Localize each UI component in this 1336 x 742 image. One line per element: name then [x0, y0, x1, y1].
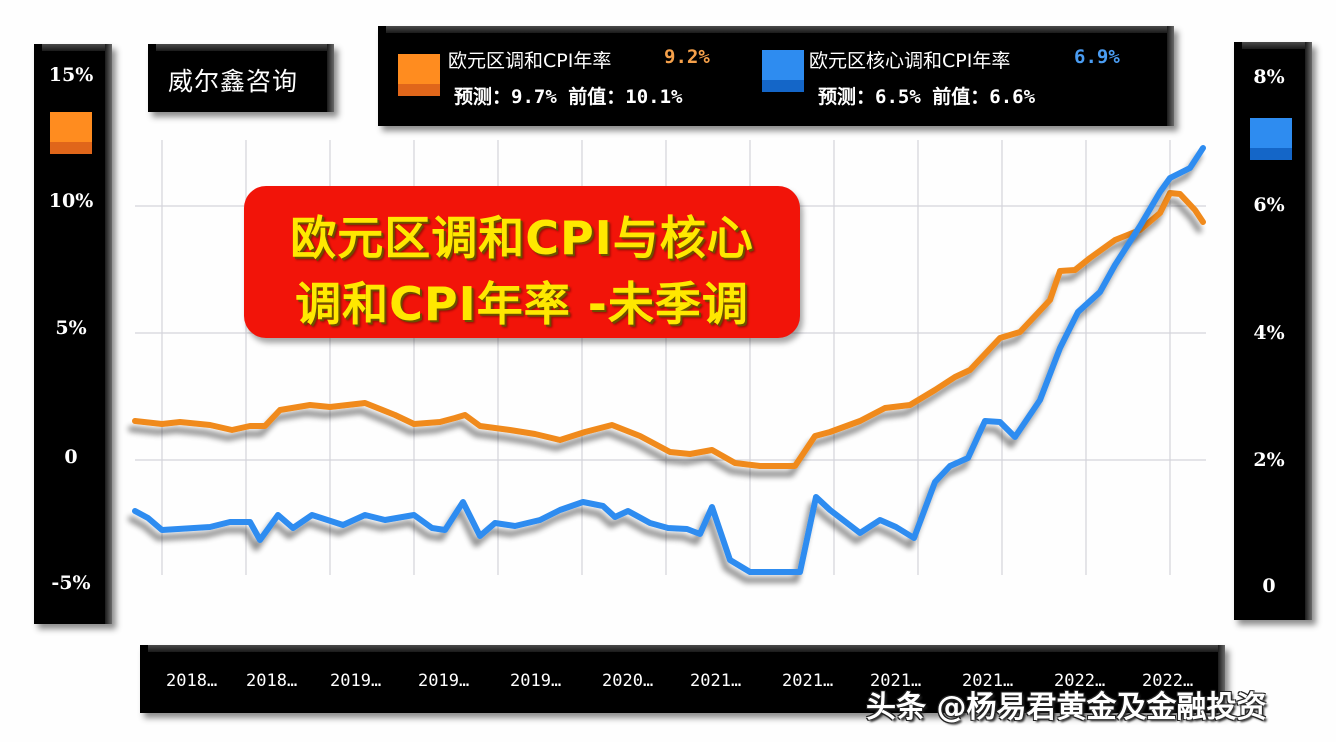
x-axis-tick: 2022…: [1054, 671, 1106, 691]
core-previous-value: 6.6%: [989, 86, 1036, 108]
headline-legend-title: 欧元区调和CPI年率: [448, 50, 612, 72]
right-axis-tick: 0: [1262, 575, 1276, 597]
chart-title-banner: 欧元区调和CPI与核心 调和CPI年率 -未季调: [244, 186, 800, 338]
x-axis-tick: 2018…: [166, 671, 218, 691]
x-axis-tick: 2019…: [330, 671, 382, 691]
series-line-headline-cpi: [132, 190, 1206, 469]
x-axis-tick: 2021…: [870, 671, 922, 691]
watermark: 头条 @杨易君黄金及金融投资: [866, 690, 1267, 725]
core-series-swatch-icon: [1250, 118, 1292, 160]
chart-title-line-1: 欧元区调和CPI与核心: [290, 211, 754, 265]
core-forecast-value: 6.5%: [875, 86, 921, 108]
series-line-core-cpi: [132, 145, 1206, 575]
headline-forecast-label: 预测：: [454, 86, 512, 108]
x-axis-tick: 2022…: [1142, 671, 1194, 691]
chart-title-line-2: 调和CPI年率 -未季调: [295, 277, 749, 331]
core-legend-title: 欧元区核心调和CPI年率: [809, 50, 1011, 72]
x-axis-panel: 2018… 2018… 2019… 2019… 2019… 2020… 2021…: [140, 645, 1225, 713]
left-axis-tick: 15%: [48, 64, 94, 86]
brand-label-box: 威尔鑫咨询: [148, 44, 334, 112]
x-axis-tick: 2021…: [690, 671, 742, 691]
headline-series-swatch-icon: [50, 112, 92, 154]
left-axis-tick: 5%: [55, 317, 87, 339]
headline-legend-value: 9.2%: [664, 46, 710, 68]
core-previous-label: 前值：: [932, 86, 990, 108]
left-axis-tick: 10%: [48, 190, 94, 212]
headline-forecast-value: 9.7%: [511, 86, 557, 108]
right-y-axis-panel: 8% 6% 4% 2% 0: [1234, 42, 1312, 620]
core-forecast-label: 预测：: [818, 86, 876, 108]
x-axis-tick: 2019…: [510, 671, 562, 691]
right-axis-tick: 8%: [1253, 66, 1285, 88]
left-axis-tick: -5%: [51, 572, 91, 594]
x-axis-tick: 2020…: [602, 671, 654, 691]
headline-legend-swatch-icon: [398, 54, 440, 96]
right-axis-tick: 4%: [1253, 322, 1285, 344]
brand-label: 威尔鑫咨询: [168, 67, 299, 96]
left-axis-tick: 0: [64, 446, 78, 468]
x-axis-tick: 2021…: [962, 671, 1014, 691]
headline-previous-value: 10.1%: [625, 86, 683, 108]
core-forecast-row: 预测：6.5% 前值：6.6%: [818, 82, 1035, 109]
legend-panel: 欧元区调和CPI年率 9.2% 预测：9.7% 前值：10.1% 欧元区核心调和…: [378, 26, 1174, 126]
core-legend-value: 6.9%: [1074, 46, 1120, 68]
headline-forecast-row: 预测：9.7% 前值：10.1%: [454, 82, 682, 109]
core-legend-swatch-icon: [762, 50, 804, 92]
right-axis-tick: 2%: [1253, 449, 1285, 471]
x-axis-tick: 2021…: [782, 671, 834, 691]
x-axis-tick: 2019…: [418, 671, 470, 691]
x-axis-tick: 2018…: [246, 671, 298, 691]
right-axis-tick: 6%: [1253, 194, 1285, 216]
headline-previous-label: 前值：: [568, 86, 626, 108]
left-y-axis-panel: 15% 10% 5% 0 -5%: [34, 44, 112, 624]
